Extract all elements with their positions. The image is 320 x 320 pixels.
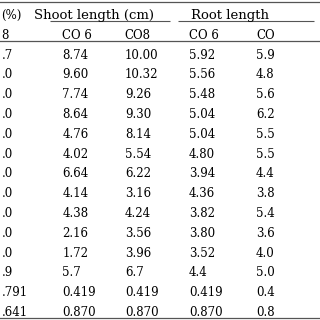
Text: .0: .0 xyxy=(2,88,13,101)
Text: 5.92: 5.92 xyxy=(189,49,215,61)
Text: 5.4: 5.4 xyxy=(256,207,275,220)
Text: 0.419: 0.419 xyxy=(62,286,96,299)
Text: 7.74: 7.74 xyxy=(62,88,89,101)
Text: 8.14: 8.14 xyxy=(125,128,151,141)
Text: 9.26: 9.26 xyxy=(125,88,151,101)
Text: .791: .791 xyxy=(2,286,28,299)
Text: 0.4: 0.4 xyxy=(256,286,275,299)
Text: CO 6: CO 6 xyxy=(62,29,92,42)
Text: 10.32: 10.32 xyxy=(125,68,158,81)
Text: 1.72: 1.72 xyxy=(62,246,88,260)
Text: 4.76: 4.76 xyxy=(62,128,89,141)
Text: 5.7: 5.7 xyxy=(62,266,81,279)
Text: .0: .0 xyxy=(2,128,13,141)
Text: 4.8: 4.8 xyxy=(256,68,275,81)
Text: .7: .7 xyxy=(2,49,13,61)
Text: .9: .9 xyxy=(2,266,13,279)
Text: 4.14: 4.14 xyxy=(62,187,89,200)
Text: 10.00: 10.00 xyxy=(125,49,158,61)
Text: 4.38: 4.38 xyxy=(62,207,89,220)
Text: .0: .0 xyxy=(2,187,13,200)
Text: 5.04: 5.04 xyxy=(189,108,215,121)
Text: .0: .0 xyxy=(2,148,13,161)
Text: 5.54: 5.54 xyxy=(125,148,151,161)
Text: 2.16: 2.16 xyxy=(62,227,88,240)
Text: 5.5: 5.5 xyxy=(256,128,275,141)
Text: .0: .0 xyxy=(2,68,13,81)
Text: 6.7: 6.7 xyxy=(125,266,144,279)
Text: 8: 8 xyxy=(2,29,9,42)
Text: 3.94: 3.94 xyxy=(189,167,215,180)
Text: 3.16: 3.16 xyxy=(125,187,151,200)
Text: 5.9: 5.9 xyxy=(256,49,275,61)
Text: 4.0: 4.0 xyxy=(256,246,275,260)
Text: 6.22: 6.22 xyxy=(125,167,151,180)
Text: 3.56: 3.56 xyxy=(125,227,151,240)
Text: Root length: Root length xyxy=(191,9,269,22)
Text: 0.8: 0.8 xyxy=(256,306,275,319)
Text: 9.30: 9.30 xyxy=(125,108,151,121)
Text: 5.0: 5.0 xyxy=(256,266,275,279)
Text: .641: .641 xyxy=(2,306,28,319)
Text: 5.56: 5.56 xyxy=(189,68,215,81)
Text: 8.64: 8.64 xyxy=(62,108,89,121)
Text: 6.2: 6.2 xyxy=(256,108,275,121)
Text: 0.870: 0.870 xyxy=(125,306,158,319)
Text: .0: .0 xyxy=(2,227,13,240)
Text: 5.5: 5.5 xyxy=(256,148,275,161)
Text: .0: .0 xyxy=(2,167,13,180)
Text: CO 6: CO 6 xyxy=(189,29,219,42)
Text: .0: .0 xyxy=(2,246,13,260)
Text: 3.52: 3.52 xyxy=(189,246,215,260)
Text: 4.24: 4.24 xyxy=(125,207,151,220)
Text: (%): (%) xyxy=(2,9,22,22)
Text: 4.02: 4.02 xyxy=(62,148,89,161)
Text: 0.870: 0.870 xyxy=(189,306,222,319)
Text: .0: .0 xyxy=(2,207,13,220)
Text: 3.8: 3.8 xyxy=(256,187,275,200)
Text: 5.04: 5.04 xyxy=(189,128,215,141)
Text: CO: CO xyxy=(256,29,275,42)
Text: Shoot length (cm): Shoot length (cm) xyxy=(34,9,154,22)
Text: 6.64: 6.64 xyxy=(62,167,89,180)
Text: 4.4: 4.4 xyxy=(256,167,275,180)
Text: .0: .0 xyxy=(2,108,13,121)
Text: 3.82: 3.82 xyxy=(189,207,215,220)
Text: 0.419: 0.419 xyxy=(189,286,222,299)
Text: CO8: CO8 xyxy=(125,29,151,42)
Text: 0.419: 0.419 xyxy=(125,286,158,299)
Text: 5.48: 5.48 xyxy=(189,88,215,101)
Text: 0.870: 0.870 xyxy=(62,306,96,319)
Text: 8.74: 8.74 xyxy=(62,49,89,61)
Text: 4.4: 4.4 xyxy=(189,266,208,279)
Text: 3.6: 3.6 xyxy=(256,227,275,240)
Text: 4.80: 4.80 xyxy=(189,148,215,161)
Text: 3.80: 3.80 xyxy=(189,227,215,240)
Text: 9.60: 9.60 xyxy=(62,68,89,81)
Text: 5.6: 5.6 xyxy=(256,88,275,101)
Text: 4.36: 4.36 xyxy=(189,187,215,200)
Text: 3.96: 3.96 xyxy=(125,246,151,260)
